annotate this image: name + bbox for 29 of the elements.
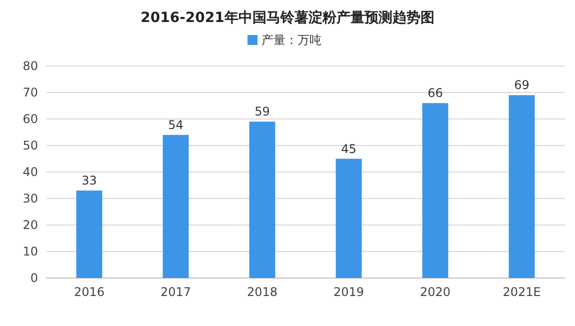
x-tick-label: 2019 xyxy=(333,285,364,299)
chart-title: 2016-2021年中国马铃薯淀粉产量预测趋势图 xyxy=(140,9,434,26)
data-label: 54 xyxy=(168,118,184,132)
bar xyxy=(162,134,189,278)
y-tick-label: 60 xyxy=(22,112,38,126)
data-label: 33 xyxy=(82,174,97,188)
x-tick-label: 2021E xyxy=(502,285,541,299)
bar xyxy=(422,103,448,278)
y-tick-label: 80 xyxy=(22,59,38,73)
x-tick-label: 2020 xyxy=(420,285,451,299)
bar xyxy=(508,95,535,278)
y-tick-label: 20 xyxy=(22,218,38,232)
x-tick-label: 2018 xyxy=(246,285,278,299)
data-label: 69 xyxy=(514,78,530,92)
legend-label: 产量：万吨 xyxy=(262,33,322,47)
data-label: 66 xyxy=(428,86,443,100)
x-tick-label: 2016 xyxy=(74,285,105,299)
x-tick-label: 2017 xyxy=(160,285,192,299)
y-tick-label: 30 xyxy=(22,192,38,206)
bar xyxy=(336,158,362,278)
y-tick-label: 70 xyxy=(22,86,38,100)
bar xyxy=(249,122,276,278)
y-tick-label: 50 xyxy=(22,138,38,152)
y-tick-label: 40 xyxy=(22,165,38,179)
data-label: 45 xyxy=(341,142,356,156)
bar xyxy=(76,190,102,278)
y-tick-label: 0 xyxy=(30,271,38,285)
data-label: 59 xyxy=(254,104,270,119)
y-tick-label: 10 xyxy=(22,244,38,258)
